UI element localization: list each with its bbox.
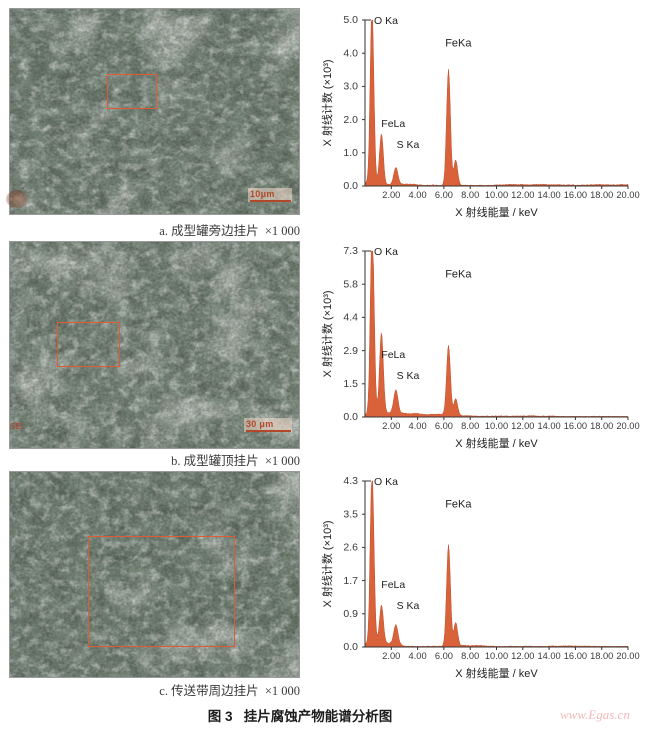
svg-text:4.00: 4.00 (409, 651, 427, 661)
svg-text:X 射线能量 / keV: X 射线能量 / keV (455, 436, 538, 449)
svg-text:X 射线计数 (×10³): X 射线计数 (×10³) (320, 290, 334, 377)
svg-text:3.0: 3.0 (343, 81, 358, 93)
svg-text:6.00: 6.00 (435, 651, 453, 661)
svg-text:0.9: 0.9 (343, 608, 358, 620)
svg-text:14.00: 14.00 (537, 421, 560, 431)
svg-text:14.00: 14.00 (537, 651, 560, 661)
svg-text:12.00: 12.00 (511, 421, 534, 431)
svg-text:2.9: 2.9 (343, 345, 358, 357)
svg-text:16.00: 16.00 (564, 421, 587, 431)
svg-text:18.00: 18.00 (590, 190, 613, 200)
svg-text:16.00: 16.00 (564, 190, 587, 200)
svg-text:2.00: 2.00 (382, 190, 400, 200)
svg-text:2.6: 2.6 (343, 542, 358, 554)
svg-text:S Ka: S Ka (397, 600, 420, 612)
svg-text:O Ka: O Ka (374, 246, 398, 258)
svg-text:5.8: 5.8 (343, 278, 358, 290)
svg-text:20.00: 20.00 (616, 421, 639, 431)
svg-text:8.00: 8.00 (461, 651, 479, 661)
svg-text:2.00: 2.00 (382, 421, 400, 431)
svg-text:X 射线能量 / keV: X 射线能量 / keV (455, 205, 538, 218)
svg-text:3.5: 3.5 (343, 508, 358, 520)
svg-text:8.00: 8.00 (461, 421, 479, 431)
svg-text:4.00: 4.00 (409, 190, 427, 200)
svg-text:4.0: 4.0 (343, 47, 358, 59)
svg-text:20.00: 20.00 (616, 190, 639, 200)
svg-text:1.0: 1.0 (343, 147, 358, 159)
svg-text:X 射线计数 (×10³): X 射线计数 (×10³) (320, 520, 334, 607)
svg-text:8.00: 8.00 (461, 190, 479, 200)
svg-text:X 射线能量 / keV: X 射线能量 / keV (455, 666, 538, 679)
svg-text:10.00: 10.00 (485, 421, 508, 431)
svg-text:0.0: 0.0 (343, 641, 358, 653)
svg-text:6.00: 6.00 (435, 421, 453, 431)
svg-text:FeLa: FeLa (381, 118, 405, 130)
svg-text:4.00: 4.00 (409, 421, 427, 431)
svg-text:12.00: 12.00 (511, 190, 534, 200)
svg-text:1.7: 1.7 (343, 575, 358, 587)
svg-text:S Ka: S Ka (397, 139, 420, 151)
svg-text:5.0: 5.0 (343, 14, 358, 26)
svg-text:FeKa: FeKa (445, 499, 472, 511)
svg-text:6.00: 6.00 (435, 190, 453, 200)
svg-text:S Ka: S Ka (397, 370, 420, 382)
svg-text:X 射线计数 (×10³): X 射线计数 (×10³) (320, 59, 334, 146)
svg-text:14.00: 14.00 (537, 190, 560, 200)
svg-text:16.00: 16.00 (564, 651, 587, 661)
svg-text:2.0: 2.0 (343, 114, 358, 126)
svg-text:10.00: 10.00 (485, 651, 508, 661)
svg-text:18.00: 18.00 (590, 651, 613, 661)
svg-text:7.3: 7.3 (343, 245, 358, 257)
svg-text:O Ka: O Ka (374, 476, 398, 488)
svg-text:FeKa: FeKa (445, 38, 472, 50)
svg-text:0.0: 0.0 (343, 180, 358, 192)
svg-text:4.3: 4.3 (343, 475, 358, 487)
svg-text:FeLa: FeLa (381, 579, 405, 591)
svg-text:0.0: 0.0 (343, 411, 358, 423)
svg-text:FeKa: FeKa (445, 269, 472, 281)
svg-text:20.00: 20.00 (616, 651, 639, 661)
svg-text:12.00: 12.00 (511, 651, 534, 661)
svg-text:FeLa: FeLa (381, 349, 405, 361)
svg-text:4.4: 4.4 (343, 312, 358, 324)
svg-text:18.00: 18.00 (590, 421, 613, 431)
svg-text:2.00: 2.00 (382, 651, 400, 661)
svg-text:1.5: 1.5 (343, 378, 358, 390)
svg-text:10.00: 10.00 (485, 190, 508, 200)
svg-text:O Ka: O Ka (374, 15, 398, 27)
